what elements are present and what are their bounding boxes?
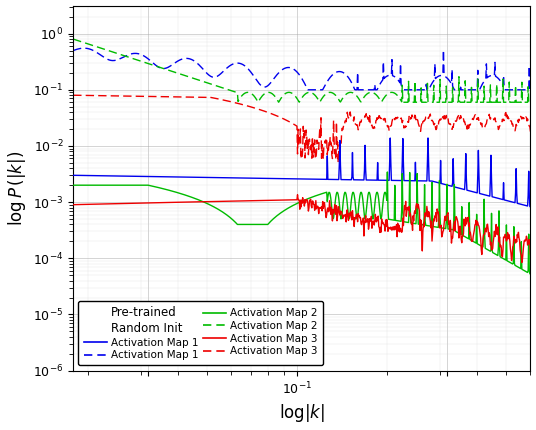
- Legend: Pre-trained, Random Init, Activation Map 1, Activation Map 1, Activation Map 2, : Pre-trained, Random Init, Activation Map…: [78, 301, 323, 366]
- Y-axis label: $\log P\,(|k|)$: $\log P\,(|k|)$: [5, 150, 27, 226]
- X-axis label: $\log |k|$: $\log |k|$: [279, 402, 325, 424]
